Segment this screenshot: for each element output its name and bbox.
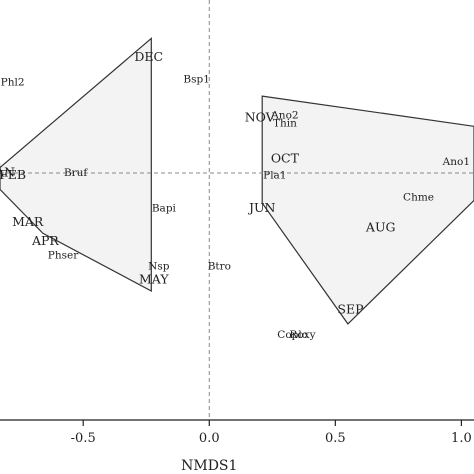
species-label: Nsp — [148, 260, 170, 272]
species-label: Pla1 — [263, 170, 286, 182]
species-label: Phser — [48, 249, 79, 261]
month-label: DEC — [134, 49, 163, 64]
month-label: OCT — [271, 151, 300, 166]
species-label: Bruf — [64, 167, 88, 179]
month-label: NOV — [245, 110, 276, 125]
species-label: Ano1 — [442, 156, 470, 168]
month-label: JUN — [247, 200, 276, 215]
month-label: FEB — [0, 167, 26, 182]
month-label: SEP — [337, 302, 363, 317]
species-label: Thin — [273, 118, 297, 130]
species-label: Bsp1 — [183, 74, 210, 86]
species-label: Ano2 — [270, 109, 298, 121]
x-axis-title: NMDS1 — [181, 458, 237, 474]
month-label: MAR — [12, 214, 44, 229]
species-label: Roxy — [290, 329, 316, 341]
species-label: Chme — [403, 192, 434, 204]
species-label: Btro — [208, 260, 231, 272]
species-label: t1 — [0, 161, 3, 173]
hull-polygon-2 — [261, 95, 474, 325]
reference-lines — [0, 0, 474, 420]
species-label: Coplc — [277, 329, 307, 341]
month-label: APR — [31, 233, 59, 248]
month-label: AN — [0, 164, 15, 179]
x-axis: -0.5 0.0 0.5 1.0 — [0, 419, 474, 446]
x-tick-label: 1.0 — [451, 431, 472, 446]
species-label: Phl2 — [1, 76, 25, 88]
hull-polygon-1 — [0, 37, 152, 292]
species-label: Bapi — [152, 203, 177, 215]
month-label: MAY — [139, 272, 169, 287]
convex-hulls — [0, 37, 474, 325]
month-labels: DEC FEBAN MAR APR MAY NOV OCT JUN AUG SEP — [0, 49, 395, 317]
x-tick-label: 0.0 — [199, 431, 220, 446]
x-tick-label: 0.5 — [325, 431, 346, 446]
x-tick-label: -0.5 — [71, 431, 96, 446]
month-label: AUG — [365, 219, 396, 234]
